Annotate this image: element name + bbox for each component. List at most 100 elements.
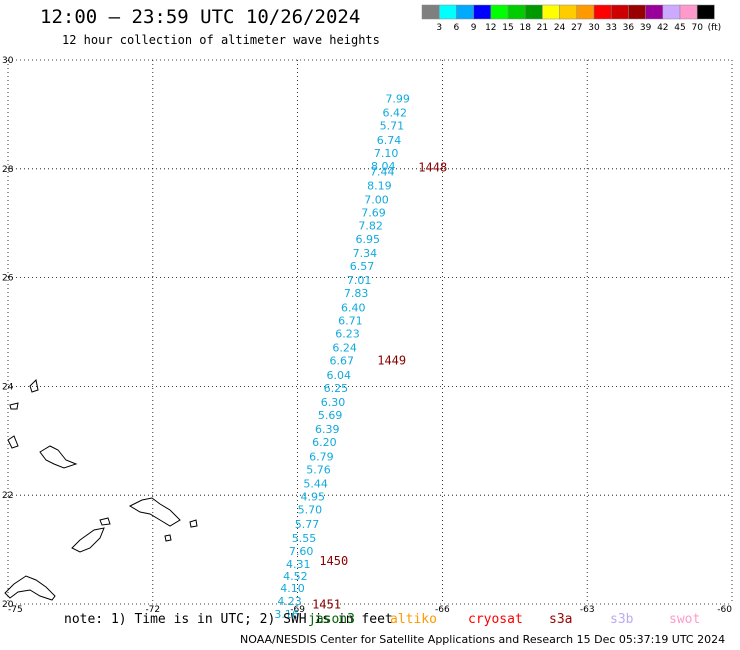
legend-swatch [610,4,629,20]
island-outline [189,519,198,528]
time-label: 1451 [312,597,341,611]
x-tick-label: -66 [435,605,450,615]
color-legend: 3 6 9 12 15 18 21 24 27 30 33 36 39 42 45 70 (ft) [421,4,721,33]
island-outline [39,445,78,469]
wave-height-point: 7.01 [347,274,372,287]
x-tick-label: -72 [145,605,160,615]
wave-height-point: 5.55 [292,532,317,545]
legend-swatch [645,4,664,20]
legend-swatch [456,4,474,20]
island-outline [9,402,19,410]
satellite-label: cryosat [468,612,523,627]
wave-height-point: 7.69 [361,207,386,220]
wave-height-point: 7.82 [358,220,383,233]
legend-swatch [524,4,543,20]
island-outline [99,517,111,526]
footer-credit: NOAA/NESDIS Center for Satellite Applica… [240,633,726,646]
wave-height-point: 6.39 [315,423,340,436]
island-outline [7,435,19,449]
wave-height-point: 5.69 [318,409,343,422]
legend-label: 21 [537,23,548,33]
x-tick-label: -69 [290,605,305,615]
legend-label: 9 [471,23,477,33]
wave-height-point: 6.42 [383,107,408,120]
satellite-label: s3b [610,612,634,627]
y-tick-label: 22 [2,491,13,501]
chart-title: 12:00 – 23:59 UTC 10/26/2024 [40,6,361,28]
y-tick-label: 30 [2,56,14,66]
legend-swatch [679,4,698,20]
wave-height-point: 5.70 [298,504,323,517]
wave-height-point: 8.19 [367,179,392,192]
time-label: 1449 [377,354,406,368]
satellite-label: altiko [390,612,437,627]
y-tick-label: 26 [2,274,14,284]
satellite-label: s3a [549,612,573,627]
legend-swatch [628,4,646,20]
wave-height-point: 7.00 [364,194,389,207]
chart-subtitle: 12 hour collection of altimeter wave hei… [62,33,380,47]
note-text: note: 1) Time is in UTC; 2) SWH is in fe… [64,612,393,627]
legend-label: 45 [674,23,685,33]
wave-height-point: 6.24 [332,342,357,355]
wave-height-point: 8.04 [371,160,396,173]
wave-height-point: 4.10 [280,582,305,595]
wave-height-point: 4.23 [277,595,302,608]
island-outline [4,575,56,601]
wave-height-point: 7.34 [353,247,378,260]
island-outline [71,527,105,553]
wave-height-point: 5.44 [303,478,328,491]
island-outline [164,534,172,542]
x-tick-label: -75 [8,605,23,615]
wave-height-point: 6.74 [377,134,402,147]
wave-height-point: 6.71 [338,314,363,327]
wave-height-point: 7.60 [289,545,314,558]
legend-swatch [421,4,440,20]
wave-height-point: 4.95 [300,491,325,504]
wave-height-point: 7.83 [344,287,369,300]
wave-height-point: 6.23 [335,327,360,340]
grid-lines: -75 -72 -69 -66 -63 -60 20 22 24 26 28 30 [2,56,733,615]
wave-height-point: 4.52 [283,570,308,583]
wave-height-point: 6.30 [321,396,346,409]
legend-label: 15 [502,23,513,33]
legend-swatch [559,4,578,20]
wave-height-points: 7.99 6.425.716.747.108.047.448.19 7.007.69… [274,92,447,621]
island-outline [128,497,181,527]
wave-height-point: 6.79 [309,450,334,463]
legend-label: 18 [519,23,531,33]
time-label: 1450 [319,554,348,568]
wave-height-point: 7.99 [385,92,410,105]
satellite-label: swot [669,612,701,627]
legend-label: 70 [691,23,703,33]
land-outlines [4,378,198,601]
y-tick-label: 20 [2,600,14,610]
legend-label: 39 [640,23,652,33]
legend-swatch [576,4,595,20]
wave-height-point: 3.16 [274,608,299,621]
legend-label: 27 [571,23,582,33]
y-tick-label: 24 [2,382,14,392]
island-outline [29,378,39,393]
legend-swatch [542,4,560,20]
wave-height-point: 5.77 [295,518,320,531]
wave-height-point: 6.20 [312,436,337,449]
legend-label: 6 [454,23,460,33]
wave-height-point: 5.76 [306,463,331,476]
wave-height-point: 6.40 [341,301,366,314]
legend-swatch [438,4,457,20]
x-tick-label: -63 [580,605,595,615]
legend-swatch [490,4,509,20]
wave-height-point: 7.44 [370,165,395,178]
legend-label: 24 [554,23,566,33]
wave-height-point: 6.95 [356,233,381,246]
y-tick-label: 28 [2,165,14,175]
wave-height-point: 6.67 [329,355,354,368]
wave-height-point: 6.04 [327,369,352,382]
legend-label: 3 [436,23,442,33]
legend-label: 36 [623,23,635,33]
x-tick-label: -60 [717,605,732,615]
legend-swatch [507,4,526,20]
wave-height-point: 6.25 [324,382,349,395]
